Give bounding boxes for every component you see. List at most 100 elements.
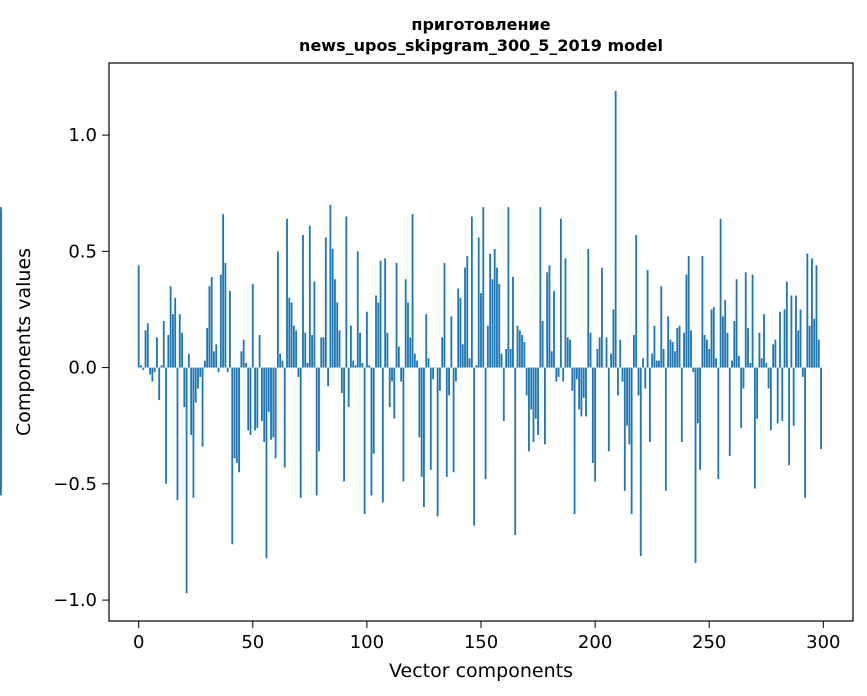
bar xyxy=(772,344,775,368)
bar xyxy=(354,365,357,368)
bar xyxy=(365,311,368,368)
bar xyxy=(413,353,416,368)
bar xyxy=(820,367,822,449)
bar xyxy=(249,367,252,435)
bar xyxy=(336,302,339,368)
bar xyxy=(443,262,446,368)
bar xyxy=(712,307,715,368)
bar xyxy=(203,360,206,368)
bar xyxy=(514,367,517,535)
bar xyxy=(436,367,439,517)
bar xyxy=(591,367,594,463)
bar xyxy=(701,255,704,368)
bar xyxy=(648,367,651,442)
bar xyxy=(566,337,569,368)
bar xyxy=(737,355,740,368)
bar xyxy=(731,360,733,368)
bar xyxy=(795,295,797,368)
bar xyxy=(215,344,218,368)
bar xyxy=(596,348,599,368)
bar xyxy=(555,367,558,382)
bar xyxy=(692,367,695,373)
bar xyxy=(302,235,304,368)
x-tick-label: 50 xyxy=(241,632,264,653)
bar xyxy=(578,367,581,410)
bar xyxy=(235,367,238,463)
chart-subtitle: news_upos_skipgram_300_5_2019 model xyxy=(299,36,663,55)
bar xyxy=(416,360,419,368)
bar xyxy=(183,367,186,408)
bar xyxy=(733,321,736,368)
y-tick-label: −1.0 xyxy=(53,590,97,611)
bar xyxy=(792,367,795,426)
bar xyxy=(703,335,706,368)
bar xyxy=(667,316,670,368)
bar xyxy=(496,267,498,368)
bar xyxy=(610,353,612,368)
bar xyxy=(628,367,631,445)
y-tick-label: 1.0 xyxy=(68,125,97,146)
bar xyxy=(356,251,359,368)
bar xyxy=(726,332,729,368)
bar xyxy=(187,353,190,368)
bar xyxy=(564,258,567,368)
bar xyxy=(694,367,697,563)
bar xyxy=(518,330,521,368)
bar xyxy=(785,281,788,368)
bar xyxy=(411,214,414,368)
bar xyxy=(206,328,209,368)
bar xyxy=(813,318,816,368)
bar xyxy=(699,367,702,470)
bar xyxy=(359,332,361,368)
bar xyxy=(582,367,585,398)
bar xyxy=(760,358,763,368)
bar xyxy=(696,367,699,424)
bar xyxy=(548,265,551,368)
bar xyxy=(247,367,250,431)
bar xyxy=(589,332,592,368)
bar xyxy=(286,218,288,368)
bar xyxy=(509,348,512,368)
bar xyxy=(774,339,777,368)
bar xyxy=(299,367,302,498)
bar xyxy=(185,367,188,594)
bar xyxy=(717,367,720,480)
bar xyxy=(523,342,526,368)
bar xyxy=(400,367,403,382)
bar xyxy=(432,367,434,380)
bar xyxy=(621,367,624,382)
bar xyxy=(617,367,619,396)
bar xyxy=(420,367,423,477)
bar xyxy=(498,283,501,368)
bar xyxy=(619,339,622,368)
bar xyxy=(295,330,298,368)
bar xyxy=(756,367,759,419)
bar xyxy=(728,367,731,456)
bar xyxy=(475,365,478,368)
bar xyxy=(418,367,421,438)
bar xyxy=(671,342,674,368)
bar xyxy=(644,367,647,389)
bar xyxy=(363,367,366,515)
bar xyxy=(393,367,396,419)
bar xyxy=(238,367,240,473)
bar xyxy=(272,367,275,438)
bar xyxy=(562,367,565,382)
x-axis-ticks: 0 50 100 150 200 250 300 xyxy=(133,621,841,653)
bar xyxy=(550,351,553,368)
bar xyxy=(461,344,464,368)
bar xyxy=(425,314,428,368)
bar xyxy=(585,367,587,417)
bar xyxy=(528,367,530,452)
x-axis-label: Vector components xyxy=(389,660,573,682)
bar xyxy=(315,367,318,496)
bar xyxy=(801,367,804,377)
bar xyxy=(680,367,683,442)
bar xyxy=(0,367,2,487)
bar xyxy=(464,267,466,368)
bar xyxy=(324,237,327,368)
bar xyxy=(156,337,158,368)
bar xyxy=(149,367,151,375)
bar xyxy=(199,367,202,377)
